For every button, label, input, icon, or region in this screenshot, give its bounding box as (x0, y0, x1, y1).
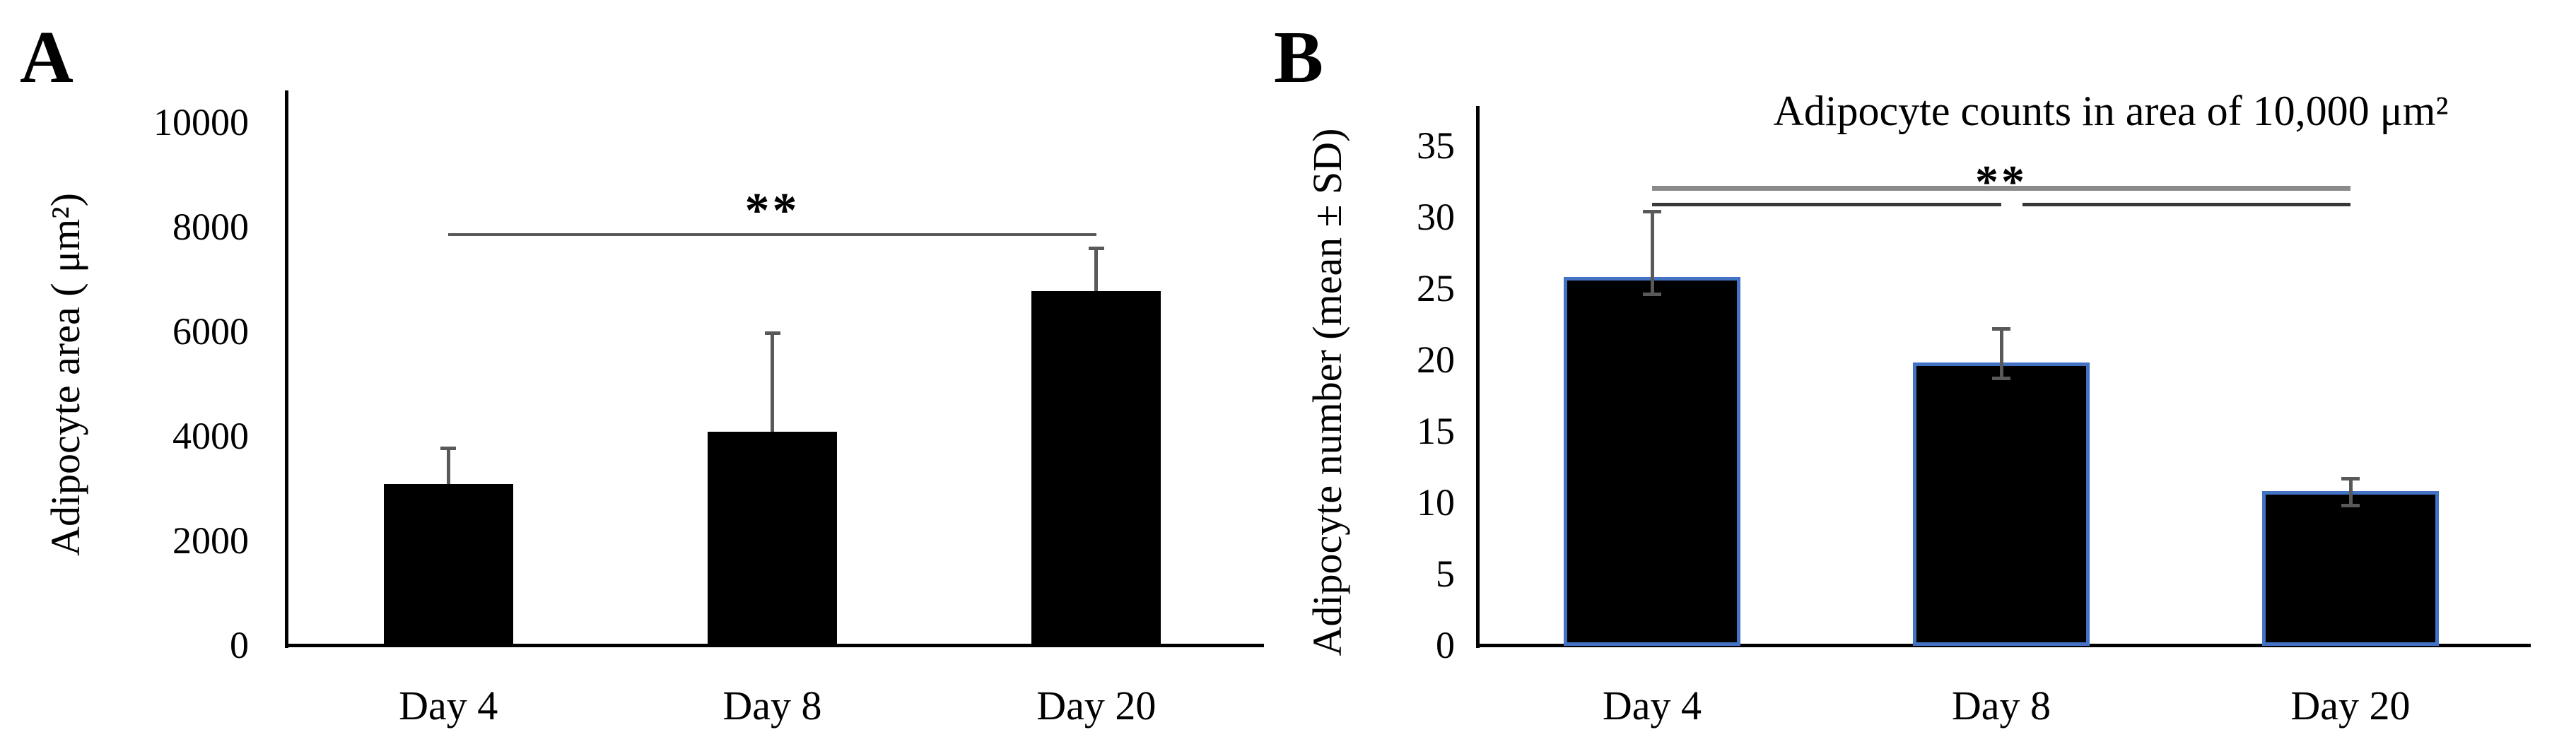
y-tick-label-a: 4000 (172, 415, 249, 457)
panel-b-letter: B (1274, 16, 1324, 98)
y-tick-label-a: 0 (230, 624, 249, 666)
y-tick-label-b: 30 (1417, 196, 1455, 238)
bar-day-20-b (2262, 490, 2439, 646)
x-category-label-b: Day 8 (1951, 683, 2051, 729)
y-tick-label-a: 6000 (172, 310, 249, 353)
bar-day-8-a (708, 432, 837, 646)
significance-stars-b: ** (1975, 155, 2027, 208)
y-tick-label-b: 0 (1436, 624, 1455, 666)
error-cap-top-a (440, 447, 457, 451)
y-tick-label-b: 20 (1417, 338, 1455, 381)
error-cap-bottom-b (2341, 504, 2360, 508)
significance-stars-a: ** (744, 183, 800, 238)
x-category-label-b: Day 4 (1602, 683, 1702, 729)
error-whisker-a (446, 448, 450, 485)
significance-line-b (2022, 202, 2350, 206)
y-tick-label-b: 25 (1417, 267, 1455, 309)
y-axis-line-a (285, 90, 288, 648)
error-cap-top-b (1643, 209, 1661, 213)
panel-b-y-axis-label: Adipocyte number (mean ± SD) (1304, 128, 1350, 656)
bar-day-4-a (383, 484, 513, 646)
y-tick-label-a: 8000 (172, 206, 249, 248)
error-cap-bottom-b (1992, 377, 2010, 381)
x-category-label-a: Day 20 (1036, 683, 1157, 729)
significance-line-b (1652, 202, 2001, 206)
y-tick-label-a: 10000 (153, 101, 249, 143)
error-cap-top-a (1088, 247, 1104, 251)
y-tick-label-b: 35 (1417, 124, 1455, 167)
error-cap-bottom-b (1643, 293, 1661, 297)
y-tick-label-b: 5 (1436, 553, 1455, 595)
panel-a-y-axis-label: Adipocyte area ( μm²) (42, 193, 88, 556)
panel-a-letter: A (20, 16, 74, 98)
y-tick-label-a: 2000 (172, 519, 249, 562)
error-whisker-a (771, 333, 774, 432)
error-whisker-b (1650, 211, 1654, 295)
y-tick-label-b: 15 (1417, 410, 1455, 452)
error-whisker-b (1999, 328, 2003, 379)
significance-line-b (1652, 185, 2350, 191)
bar-day-20-a (1031, 291, 1161, 646)
error-cap-top-b (2341, 476, 2360, 480)
error-whisker-a (1094, 248, 1099, 291)
error-cap-top-a (764, 331, 780, 336)
x-category-label-b: Day 20 (2290, 683, 2411, 729)
bar-day-8-b (1913, 362, 2090, 646)
significance-line-a (448, 232, 1096, 236)
y-tick-label-b: 10 (1417, 481, 1455, 524)
x-category-label-a: Day 4 (399, 683, 498, 729)
y-axis-line-b (1476, 106, 1480, 648)
x-category-label-a: Day 8 (722, 683, 822, 729)
panel-b-title: Adipocyte counts in area of 10,000 μm² (1773, 88, 2449, 134)
error-whisker-b (2348, 478, 2353, 506)
error-cap-top-b (1992, 326, 2010, 331)
bar-day-4-b (1564, 276, 1740, 646)
